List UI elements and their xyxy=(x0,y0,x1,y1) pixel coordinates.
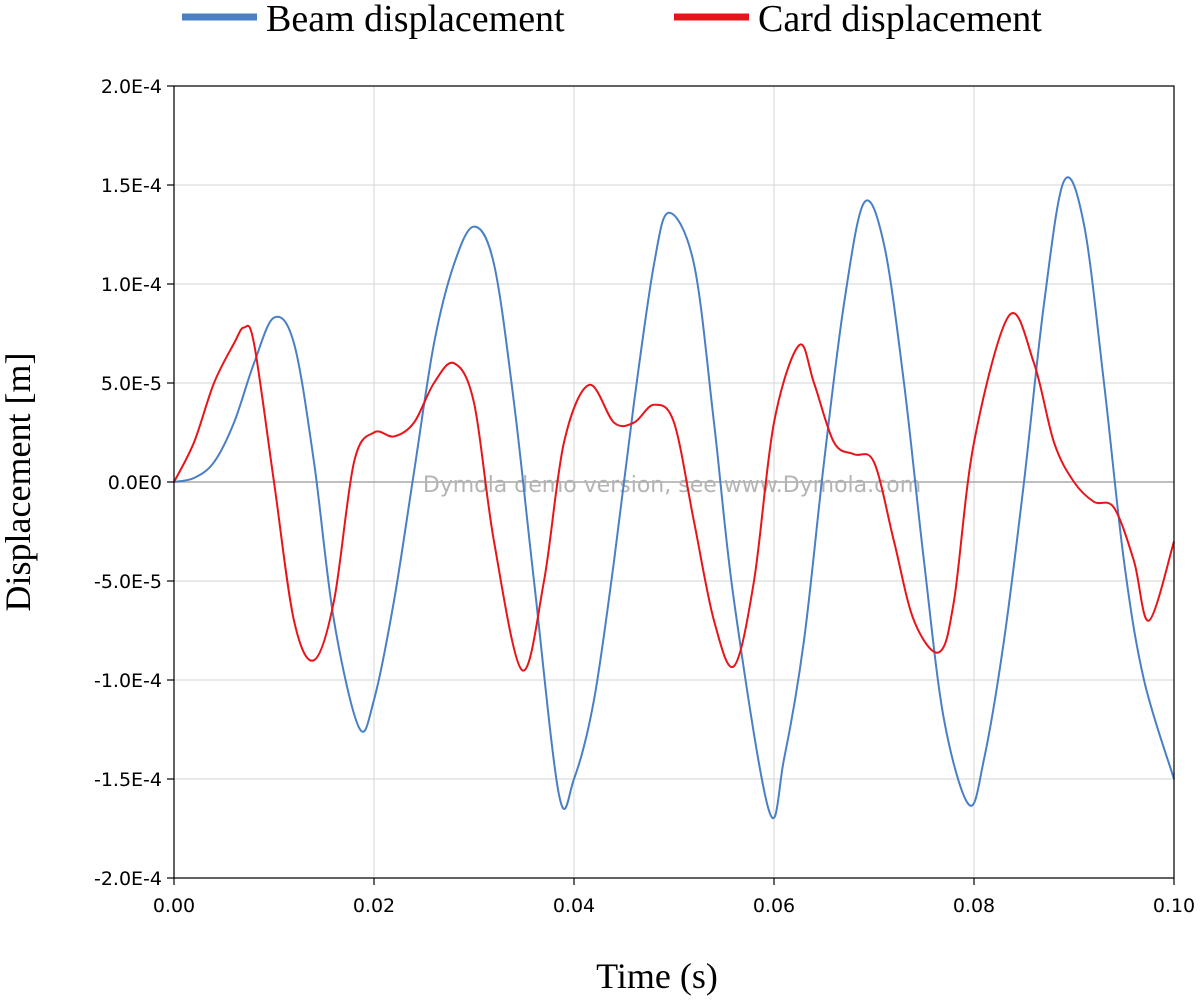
x-axis-title: Time (s) xyxy=(596,956,718,996)
card-displacement-line xyxy=(173,312,1175,672)
legend-label-card: Card displacement xyxy=(758,0,1042,40)
y-tick-label: 0.0E0 xyxy=(108,472,162,494)
legend-label-beam: Beam displacement xyxy=(266,0,565,40)
y-tick-label: 2.0E-4 xyxy=(101,76,162,98)
x-tick-labels: 0.00 0.02 0.04 0.06 0.08 0.10 xyxy=(153,878,1195,917)
x-tick-label: 0.08 xyxy=(953,895,995,917)
y-tick-label: 1.5E-4 xyxy=(101,175,162,197)
y-axis-title: Displacement [m] xyxy=(0,353,38,612)
y-tick-label: -2.0E-4 xyxy=(94,868,162,890)
y-tick-label: 1.0E-4 xyxy=(101,274,162,296)
x-tick-label: 0.02 xyxy=(353,895,395,917)
x-tick-label: 0.00 xyxy=(153,895,195,917)
x-tick-label: 0.04 xyxy=(553,895,595,917)
legend: Beam displacement Card displacement xyxy=(182,0,1042,40)
y-tick-labels: 2.0E-4 1.5E-4 1.0E-4 5.0E-5 0.0E0 -5.0E-5 -1.0… xyxy=(94,76,174,890)
x-tick-label: 0.06 xyxy=(753,895,795,917)
y-tick-label: -5.0E-5 xyxy=(94,571,162,593)
watermark: Dymola demo version, see www.Dymola.com xyxy=(423,473,921,498)
x-tick-label: 0.10 xyxy=(1153,895,1195,917)
beam-displacement-line xyxy=(173,176,1175,820)
y-tick-label: -1.5E-4 xyxy=(94,769,162,791)
y-tick-label: -1.0E-4 xyxy=(94,670,162,692)
y-tick-label: 5.0E-5 xyxy=(101,373,162,395)
series-layer xyxy=(173,176,1175,820)
